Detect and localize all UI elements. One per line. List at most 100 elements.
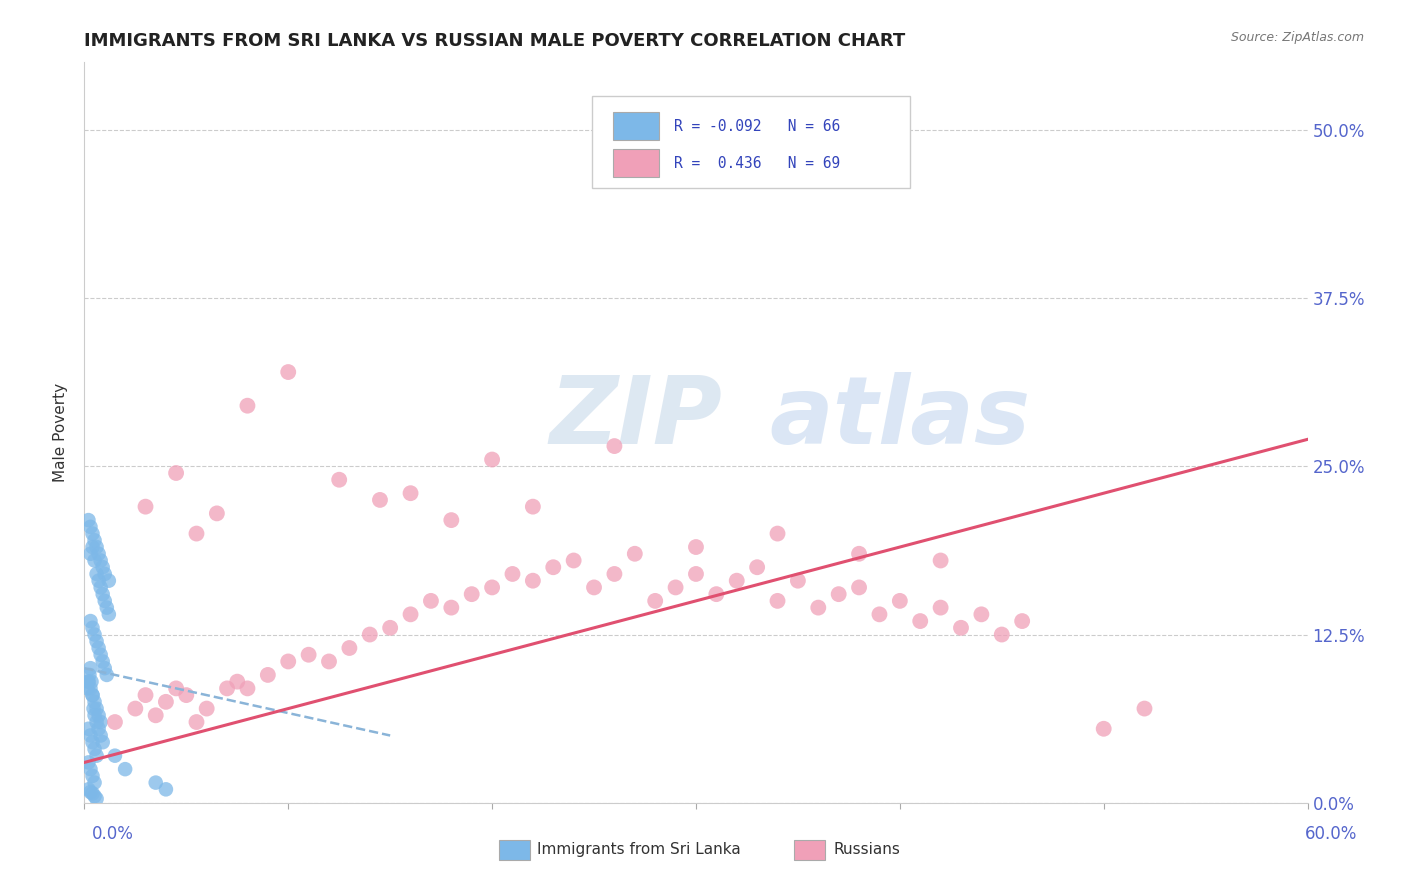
Point <box>481 581 503 595</box>
Text: atlas: atlas <box>769 372 1031 464</box>
Point <box>929 600 952 615</box>
Point <box>96 668 118 682</box>
Text: 60.0%: 60.0% <box>1305 825 1357 843</box>
Point <box>86 540 108 554</box>
Point <box>217 681 239 696</box>
Point <box>97 574 120 588</box>
Point <box>889 594 911 608</box>
Point <box>155 782 177 797</box>
Point <box>93 661 115 675</box>
Point <box>848 547 870 561</box>
Point <box>685 540 707 554</box>
Point <box>77 782 100 797</box>
Point <box>82 526 104 541</box>
Point <box>83 708 105 723</box>
Point <box>155 695 177 709</box>
Point <box>174 688 197 702</box>
Point <box>83 742 105 756</box>
Point <box>399 607 422 622</box>
Point <box>848 581 870 595</box>
Point <box>79 661 101 675</box>
Point <box>747 560 769 574</box>
Point <box>368 492 391 507</box>
Point <box>624 547 647 561</box>
Text: Source: ZipAtlas.com: Source: ZipAtlas.com <box>1230 31 1364 45</box>
Point <box>82 621 104 635</box>
Point <box>665 581 688 595</box>
Point <box>87 722 110 736</box>
Point <box>1011 614 1033 628</box>
Point <box>96 600 118 615</box>
Point <box>807 600 830 615</box>
Bar <box>613 149 659 178</box>
Point <box>90 553 112 567</box>
Point <box>277 365 299 379</box>
Point <box>90 581 112 595</box>
Point <box>87 547 110 561</box>
Point <box>186 526 208 541</box>
Point <box>82 688 104 702</box>
Point <box>83 533 105 548</box>
Point <box>86 701 108 715</box>
Point <box>869 607 891 622</box>
Point <box>91 587 114 601</box>
Point <box>1092 722 1115 736</box>
Point <box>86 714 108 729</box>
Point <box>83 789 105 803</box>
Point <box>186 714 208 729</box>
Point <box>205 507 228 521</box>
Point <box>86 791 108 805</box>
Point <box>522 574 544 588</box>
Point <box>93 566 115 581</box>
Point <box>970 607 993 622</box>
Point <box>950 621 973 635</box>
Bar <box>613 112 659 140</box>
Point <box>298 648 321 662</box>
Point <box>257 668 280 682</box>
Point <box>87 640 110 655</box>
Point <box>145 775 167 789</box>
Point <box>93 594 115 608</box>
Point <box>502 566 524 581</box>
Point <box>77 674 100 689</box>
Point <box>86 566 108 581</box>
Point <box>82 769 104 783</box>
Point <box>543 560 565 574</box>
Point <box>828 587 851 601</box>
Point <box>104 714 127 729</box>
Point <box>82 786 104 800</box>
Point <box>380 621 402 635</box>
Point <box>104 748 127 763</box>
Text: Russians: Russians <box>834 842 901 856</box>
Point <box>79 520 101 534</box>
Point <box>440 600 463 615</box>
Point <box>77 722 100 736</box>
Point <box>420 594 443 608</box>
Point <box>79 547 101 561</box>
Point <box>79 668 101 682</box>
Point <box>359 627 381 641</box>
Point <box>83 701 105 715</box>
Point <box>277 655 299 669</box>
Point <box>328 473 350 487</box>
Point <box>82 735 104 749</box>
Point <box>236 681 259 696</box>
Text: Immigrants from Sri Lanka: Immigrants from Sri Lanka <box>537 842 741 856</box>
Point <box>910 614 932 628</box>
Point <box>603 566 626 581</box>
Point <box>991 627 1014 641</box>
Point <box>79 785 101 799</box>
Point <box>461 587 484 601</box>
Point <box>725 574 748 588</box>
Point <box>318 655 340 669</box>
Point <box>165 681 187 696</box>
Point <box>91 735 114 749</box>
Point <box>399 486 422 500</box>
Point <box>603 439 626 453</box>
Point <box>339 640 361 655</box>
Point <box>91 560 114 574</box>
Point <box>82 540 104 554</box>
Text: IMMIGRANTS FROM SRI LANKA VS RUSSIAN MALE POVERTY CORRELATION CHART: IMMIGRANTS FROM SRI LANKA VS RUSSIAN MAL… <box>84 32 905 50</box>
Point <box>83 695 105 709</box>
Point <box>83 627 105 641</box>
